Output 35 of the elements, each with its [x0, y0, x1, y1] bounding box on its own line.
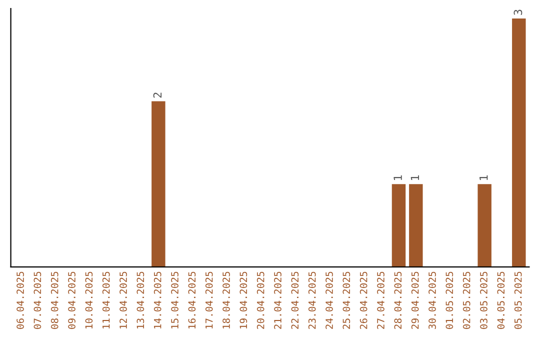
x-tick-label: 20.04.2025	[256, 272, 264, 329]
x-tick-label: 27.04.2025	[377, 272, 384, 329]
x-tick-label: 29.04.2025	[411, 272, 419, 329]
x-tick-label: 07.04.2025	[34, 272, 42, 329]
x-tick-label: 06.04.2025	[16, 272, 24, 329]
x-tick-label: 02.05.2025	[462, 272, 470, 329]
x-tick-label: 19.04.2025	[240, 272, 248, 328]
data-label: 2	[153, 92, 162, 98]
x-tick-label: 08.04.2025	[50, 272, 58, 329]
data-label: 3	[514, 10, 522, 15]
x-tick-label: 04.05.2025	[497, 272, 505, 329]
x-tick-label: 01.05.2025	[446, 272, 454, 329]
x-tick-label: 30.04.2025	[428, 272, 436, 329]
x-tick-label: 26.04.2025	[360, 272, 368, 329]
x-tick-label: 18.04.2025	[222, 272, 230, 328]
data-label: 1	[394, 175, 402, 180]
x-tick-label: 12.04.2025	[120, 272, 127, 328]
x-tick-label: 25.04.2025	[342, 272, 350, 329]
x-tick-label: 11.04.2025	[102, 272, 110, 328]
x-tick-label: 05.05.2025	[514, 272, 522, 329]
x-tick-label: 22.04.2025	[291, 272, 299, 329]
x-tick-label: 03.05.2025	[480, 272, 488, 329]
x-tick-label: 24.04.2025	[326, 272, 333, 329]
data-label: 1	[410, 175, 420, 180]
x-tick-label: 10.04.2025	[85, 272, 93, 328]
data-label: 1	[480, 175, 488, 180]
x-tick-label: 09.04.2025	[68, 272, 76, 329]
x-tick-label: 17.04.2025	[205, 272, 213, 328]
x-tick-label: 15.04.2025	[171, 272, 178, 328]
x-tick-label: 13.04.2025	[136, 272, 144, 328]
x-tick-label: 28.04.2025	[394, 272, 402, 329]
x-tick-label: 14.04.2025	[154, 272, 162, 328]
x-tick-label: 23.04.2025	[308, 272, 316, 329]
x-tick-label: 21.04.2025	[274, 272, 282, 329]
x-tick-label: 16.04.2025	[188, 272, 196, 328]
